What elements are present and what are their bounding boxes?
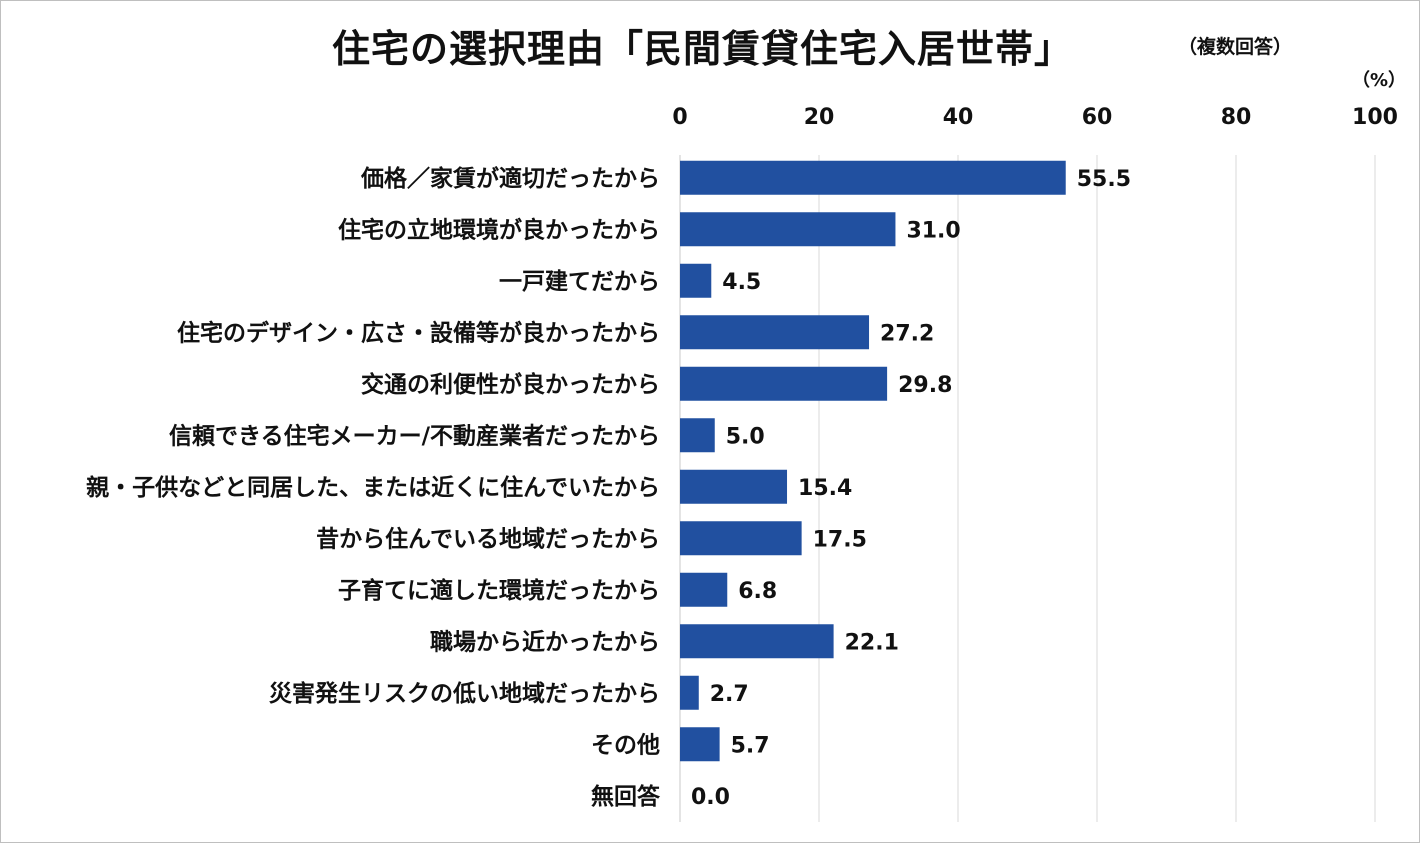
chart-title: 住宅の選択理由「民間賃貸住宅入居世帯」	[332, 27, 1074, 71]
bar	[680, 315, 870, 350]
data-label: 55.5	[1077, 167, 1131, 192]
data-label: 15.4	[798, 476, 852, 501]
data-label: 6.8	[738, 579, 777, 604]
bar	[680, 366, 888, 401]
bar	[680, 263, 712, 298]
bars	[680, 160, 1066, 762]
chart-subtitle: （複数回答）	[1178, 36, 1293, 58]
category-label: 昔から住んでいる地域だったから	[316, 525, 660, 552]
category-label: 住宅の立地環境が良かったから	[338, 216, 660, 243]
data-label: 2.7	[710, 682, 749, 707]
category-label: 災害発生リスクの低い地域だったから	[269, 680, 660, 707]
bar	[680, 624, 834, 659]
data-label: 0.0	[691, 785, 730, 810]
data-labels: 55.5 31.0 4.5 27.2 29.8 5.0 15.4 17.5 6.8 22.1 2.7…	[691, 167, 1131, 810]
data-label: 17.5	[813, 527, 867, 552]
category-label: 価格／家賃が適切だったから	[360, 165, 660, 192]
data-label: 27.2	[880, 321, 934, 346]
category-label: 親・子供などと同居した、または近くに住んでいたから	[86, 474, 660, 501]
bar	[680, 160, 1066, 195]
category-label: その他	[591, 732, 660, 758]
bar	[680, 572, 728, 607]
category-label: 住宅のデザイン・広さ・設備等が良かったから	[177, 319, 660, 346]
category-label: 職場から近かったから	[430, 628, 660, 655]
bar	[680, 675, 699, 710]
bar	[680, 727, 720, 762]
x-tick-label: 40	[943, 105, 974, 130]
bar	[680, 521, 802, 556]
category-label: 信頼できる住宅メーカー/不動産業者だったから	[169, 422, 660, 449]
category-labels: 価格／家賃が適切だったから住宅の立地環境が良かったから一戸建てだから住宅のデザイ…	[86, 165, 661, 810]
category-label: 一戸建てだから	[499, 269, 660, 295]
data-label: 4.5	[722, 270, 761, 295]
data-label: 29.8	[898, 373, 952, 398]
category-label: 子育てに適した環境だったから	[338, 577, 660, 604]
bar	[680, 469, 788, 504]
x-tick-label: 20	[804, 105, 835, 130]
x-tick-label: 0	[672, 105, 687, 130]
category-label: 無回答	[591, 783, 661, 810]
data-label: 31.0	[906, 218, 960, 243]
x-tick-label: 100	[1352, 105, 1398, 130]
x-axis-ticks: 0 20 40 60 80 100	[672, 105, 1398, 130]
x-tick-label: 60	[1082, 105, 1113, 130]
bar	[680, 212, 896, 247]
unit-label: （%）	[1352, 70, 1407, 91]
x-tick-label: 80	[1221, 105, 1252, 130]
data-label: 5.7	[731, 733, 770, 758]
bar	[680, 418, 715, 453]
category-label: 交通の利便性が良かったから	[361, 371, 660, 398]
data-label: 5.0	[726, 424, 765, 449]
data-label: 22.1	[845, 630, 899, 655]
